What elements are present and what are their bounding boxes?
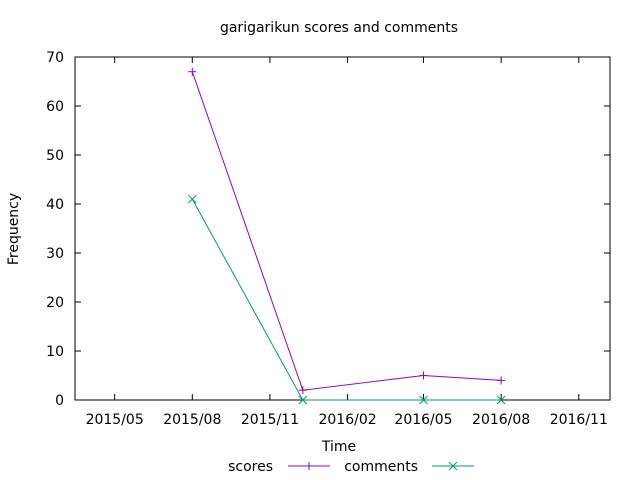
series-layer: [187, 67, 506, 405]
y-tick-label: 20: [46, 295, 64, 311]
x-tick-label: 2015/05: [86, 412, 144, 428]
data-point-comments: [187, 194, 197, 204]
data-point-comments: [298, 395, 308, 405]
x-tick-label: 2016/08: [472, 412, 530, 428]
chart-title: garigarikun scores and comments: [220, 20, 458, 36]
legend-marker-scores: [305, 462, 313, 470]
x-tick-label: 2015/08: [163, 412, 221, 428]
y-axis: 0 10 20 30 40 50 60 70: [46, 50, 610, 409]
x-axis-label: Time: [321, 439, 356, 455]
y-tick-label: 50: [46, 148, 64, 164]
x-axis: 2015/05 2015/08 2015/11 2016/02 2016/05 2016/…: [86, 57, 608, 428]
x-tick-label: 2016/02: [318, 412, 376, 428]
data-point-scores: [419, 371, 428, 380]
legend: scores comments: [228, 459, 474, 475]
x-tick-label: 2016/11: [550, 412, 608, 428]
y-tick-label: 40: [46, 197, 64, 213]
data-point-scores: [188, 67, 197, 76]
legend-marker-comments: [448, 461, 458, 471]
y-tick-label: 10: [46, 344, 64, 360]
y-tick-label: 60: [46, 99, 64, 115]
series-line-comments: [191, 198, 502, 401]
series-line-scores: [191, 71, 502, 391]
y-tick-label: 70: [46, 50, 64, 66]
y-tick-label: 30: [46, 246, 64, 262]
legend-label-scores: scores: [228, 459, 273, 475]
data-point-comments: [419, 395, 428, 405]
y-tick-label: 0: [55, 393, 64, 409]
x-tick-label: 2016/05: [394, 412, 452, 428]
x-tick-label: 2015/11: [241, 412, 299, 428]
legend-label-comments: comments: [344, 459, 418, 475]
data-point-comments: [496, 395, 506, 405]
data-point-scores: [298, 386, 307, 395]
plot-frame: [74, 56, 611, 401]
y-axis-label: Frequency: [6, 193, 22, 265]
data-point-scores: [497, 376, 506, 385]
